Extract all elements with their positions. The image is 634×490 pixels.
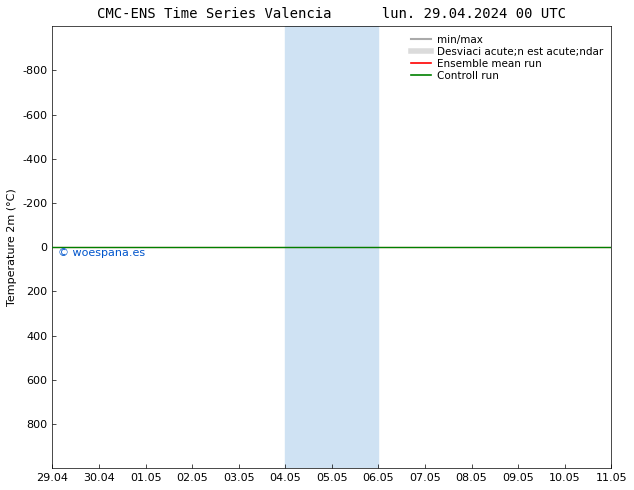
Text: © woespana.es: © woespana.es [58, 247, 145, 258]
Bar [285, 26, 378, 468]
Y-axis label: Temperature 2m (°C): Temperature 2m (°C) [7, 188, 17, 306]
Legend: min/max, Desviaci acute;n est acute;ndar, Ensemble mean run, Controll run: min/max, Desviaci acute;n est acute;ndar… [408, 31, 606, 84]
Title: CMC-ENS Time Series Valencia      lun. 29.04.2024 00 UTC: CMC-ENS Time Series Valencia lun. 29.04.… [98, 7, 566, 21]
